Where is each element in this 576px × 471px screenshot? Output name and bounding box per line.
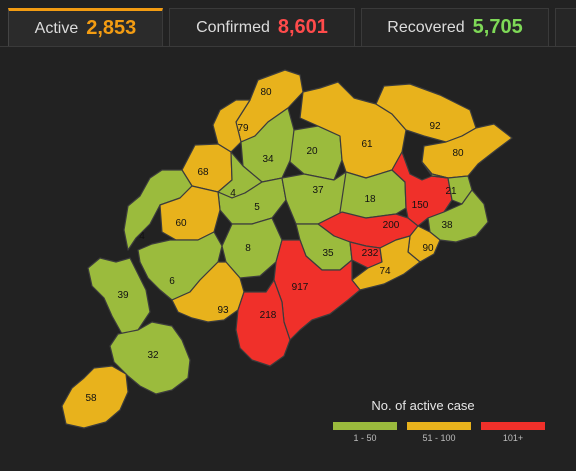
district-value-label: 18	[364, 194, 376, 205]
district-region[interactable]	[109, 321, 191, 395]
district-value-label: 4	[139, 231, 145, 242]
tab-active[interactable]: Active 2,853	[8, 8, 163, 46]
district-value-label: 61	[361, 139, 373, 150]
tab-confirmed-value: 8,601	[277, 16, 328, 38]
district-value-label: 79	[237, 123, 249, 134]
district-value-label: 80	[452, 148, 464, 159]
district-value-label: 39	[117, 290, 129, 301]
tab-active-value: 2,853	[86, 17, 137, 39]
tab-recovered-value: 5,705	[472, 16, 523, 38]
tab-confirmed-label: Confirmed	[196, 18, 270, 36]
legend-swatch-mid	[407, 422, 471, 430]
district-value-label: 200	[383, 220, 400, 231]
district-value-label: 93	[217, 305, 229, 316]
legend-title: No. of active case	[371, 398, 475, 413]
tab-recovered[interactable]: Recovered 5,705	[361, 8, 549, 46]
district-value-label: 68	[197, 167, 209, 178]
district-region[interactable]	[391, 151, 453, 227]
district-value-label: 34	[262, 154, 274, 165]
legend-swatch-low	[333, 422, 397, 430]
tab-recovered-label: Recovered	[387, 18, 465, 36]
legend-label-mid: 51 - 100	[422, 433, 456, 443]
district-region[interactable]	[235, 279, 291, 367]
district-value-label: 232	[362, 248, 379, 259]
district-value-label: 20	[306, 146, 318, 157]
district-value-label: 74	[379, 266, 391, 277]
district-value-label: 90	[422, 243, 434, 254]
district-value-label: 60	[175, 218, 187, 229]
tab-confirmed[interactable]: Confirmed 8,601	[169, 8, 355, 46]
district-region[interactable]	[171, 261, 245, 323]
district-value-label: 37	[312, 185, 324, 196]
district-value-label: 8	[245, 243, 251, 254]
district-value-label: 58	[85, 393, 97, 404]
district-value-label: 21	[445, 186, 457, 197]
district-region[interactable]	[61, 365, 129, 429]
legend-label-high: 101+	[502, 433, 524, 443]
district-value-label: 150	[412, 200, 429, 211]
district-regions	[61, 69, 513, 429]
legend: No. of active case 1 - 50 51 - 100 101+	[333, 398, 545, 448]
district-value-label: 38	[441, 220, 453, 231]
district-value-label: 917	[292, 282, 309, 293]
district-value-labels: 80 79 34 20 61 92 80 68 4 5 37 18 150 21 4 60 200 38 8 35 23…	[85, 87, 464, 404]
district-value-label: 35	[322, 248, 334, 259]
district-value-label: 5	[254, 202, 260, 213]
district-region[interactable]	[123, 169, 193, 251]
tab-divider	[0, 46, 576, 47]
district-value-label: 218	[260, 310, 277, 321]
district-value-label: 92	[429, 121, 441, 132]
district-value-label: 32	[147, 350, 159, 361]
legend-label-low: 1 - 50	[353, 433, 377, 443]
tab-overflow[interactable]	[555, 8, 576, 46]
district-region[interactable]	[159, 185, 221, 241]
tab-active-label: Active	[34, 19, 79, 37]
district-value-label: 4	[230, 188, 236, 199]
tab-bar: Active 2,853 Confirmed 8,601 Recovered 5…	[0, 0, 576, 52]
district-region[interactable]	[221, 217, 283, 279]
district-value-label: 6	[169, 276, 175, 287]
district-value-label: 80	[260, 87, 272, 98]
legend-swatch-high	[481, 422, 545, 430]
district-map: 80 79 34 20 61 92 80 68 4 5 37 18 150 21 4 60 200 38 8 35 23…	[61, 69, 513, 429]
